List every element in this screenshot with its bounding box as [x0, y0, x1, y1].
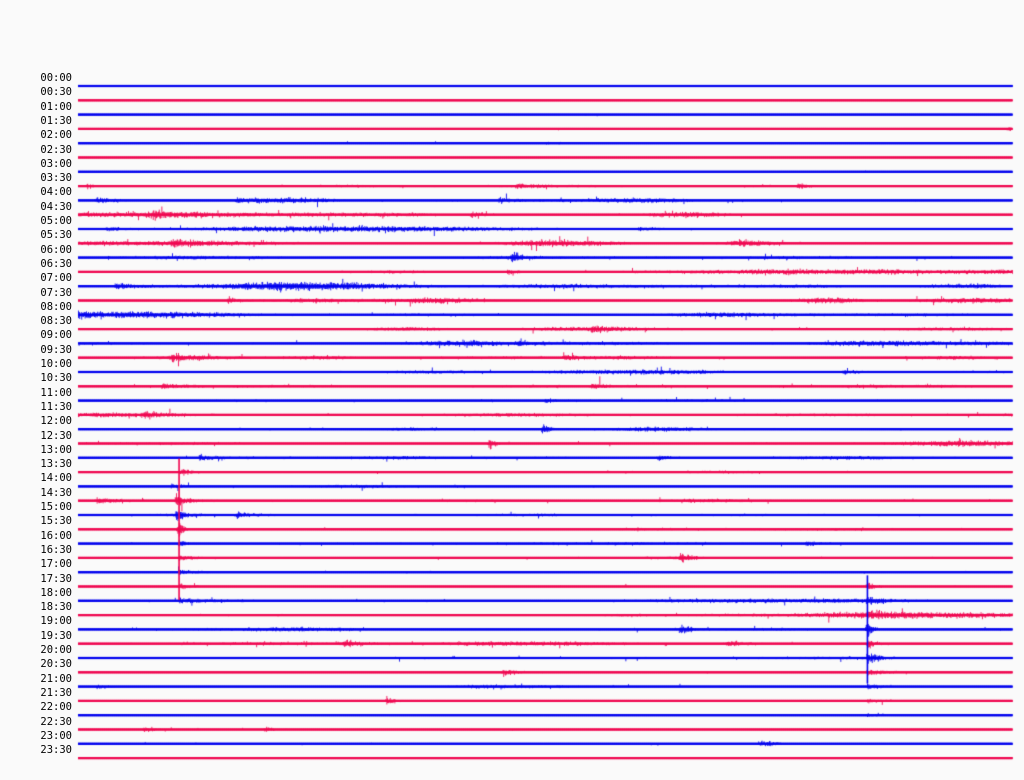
time-label: 18:30: [40, 601, 72, 614]
time-label: 03:00: [40, 157, 72, 170]
time-label: 15:00: [40, 501, 72, 513]
time-label: 11:30: [40, 400, 72, 413]
time-label: 03:30: [40, 172, 72, 185]
time-axis: 00:00 00:30 01:00 01:30 02:00 02:30 03:00 03:30…: [0, 73, 72, 778]
time-label: 04:00: [40, 186, 72, 199]
time-label: 14:30: [40, 486, 72, 499]
time-label: 22:30: [40, 715, 72, 728]
time-label: 05:00: [40, 215, 72, 227]
time-label: 01:00: [40, 100, 72, 113]
time-label: 09:30: [40, 343, 72, 356]
time-label: 13:30: [40, 458, 72, 471]
time-label: 12:00: [40, 415, 72, 428]
time-label: 00:30: [40, 86, 72, 99]
time-label: 17:30: [40, 572, 72, 585]
time-label: 17:00: [40, 558, 72, 571]
time-label: 06:30: [40, 257, 72, 270]
time-label: 04:30: [40, 200, 72, 213]
time-label: 19:00: [40, 615, 72, 628]
time-label: 00:00: [40, 72, 72, 84]
time-label: 21:00: [40, 672, 72, 685]
time-label: 02:00: [40, 129, 72, 142]
time-label: 15:30: [40, 515, 72, 528]
time-label: 16:00: [40, 529, 72, 542]
time-label: 14:00: [40, 472, 72, 485]
time-label: 19:30: [40, 629, 72, 642]
time-label: 08:00: [40, 300, 72, 313]
time-label: 23:30: [40, 744, 72, 757]
time-label: 16:30: [40, 543, 72, 556]
time-label: 12:30: [40, 429, 72, 442]
time-label: 07:00: [40, 272, 72, 285]
time-label: 02:30: [40, 143, 72, 156]
time-label: 09:00: [40, 329, 72, 342]
time-label: 13:00: [40, 443, 72, 456]
time-label: 10:00: [40, 358, 72, 370]
time-label: 07:30: [40, 286, 72, 299]
time-label: 23:00: [40, 729, 72, 742]
time-label: 05:30: [40, 229, 72, 242]
time-label: 20:00: [40, 644, 72, 656]
time-label: 11:00: [40, 386, 72, 399]
time-label: 01:30: [40, 114, 72, 127]
time-label: 21:30: [40, 686, 72, 699]
time-label: 18:00: [40, 586, 72, 599]
time-label: 10:30: [40, 372, 72, 385]
time-label: 20:30: [40, 658, 72, 671]
time-label: 22:00: [40, 701, 72, 714]
time-label: 08:30: [40, 315, 72, 328]
time-label: 06:00: [40, 243, 72, 256]
